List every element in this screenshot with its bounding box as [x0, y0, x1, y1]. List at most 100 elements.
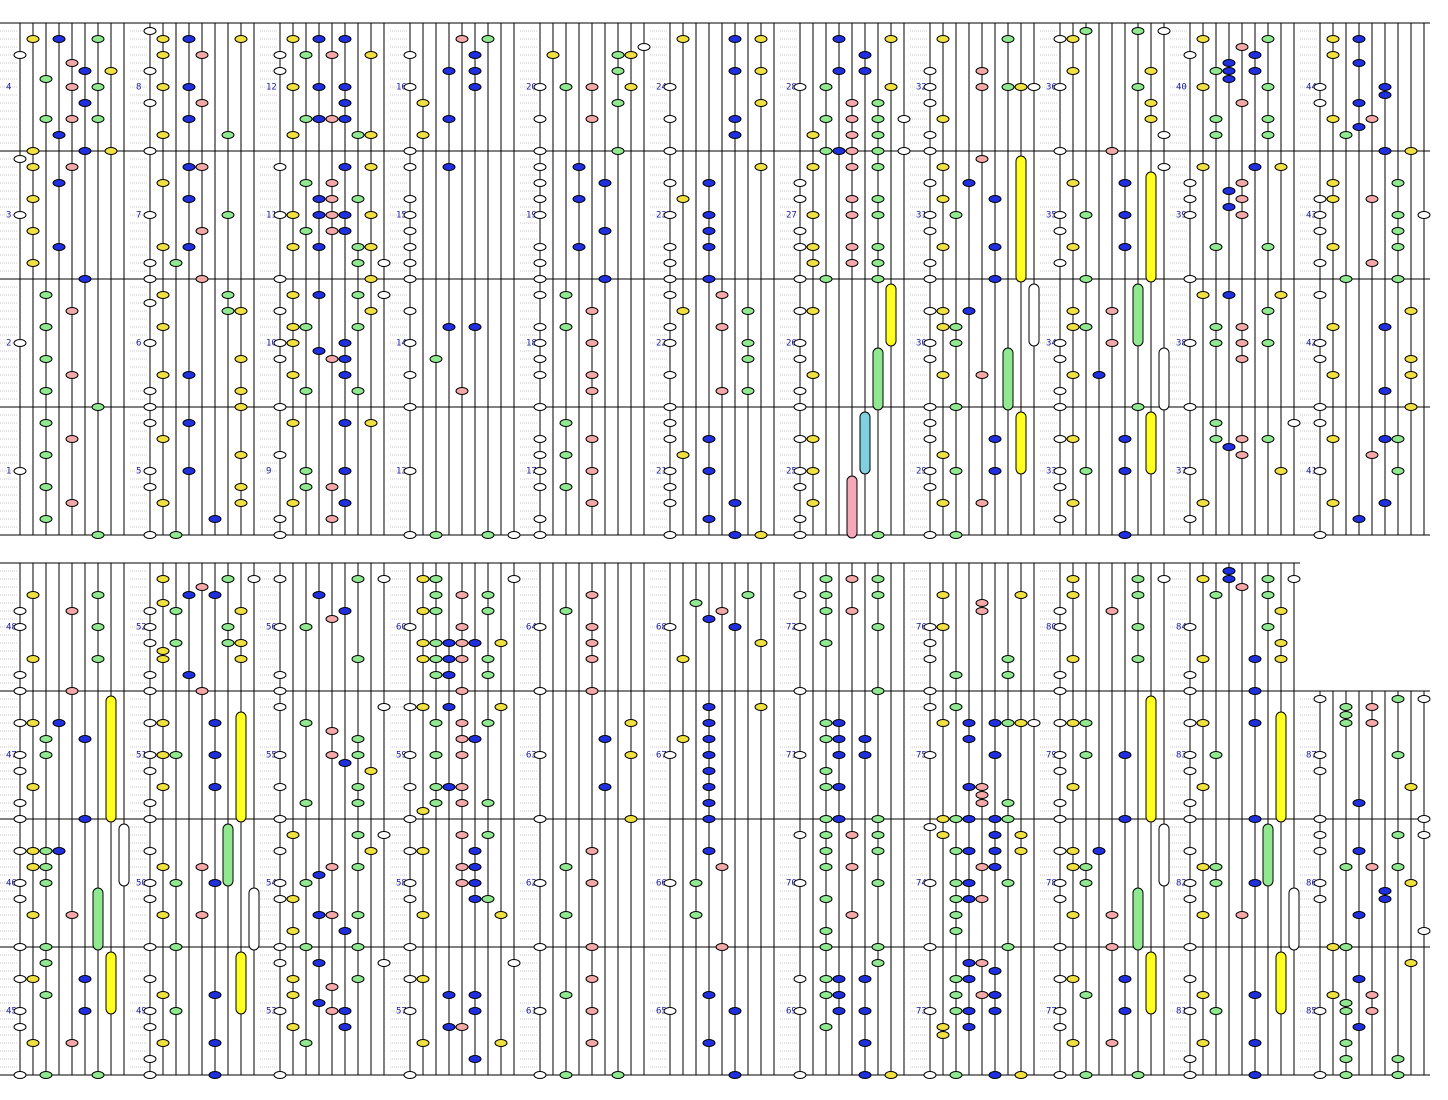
note — [13, 815, 27, 823]
note — [624, 83, 638, 91]
note — [806, 371, 820, 379]
note — [1378, 323, 1392, 331]
note — [312, 871, 326, 879]
note — [1014, 83, 1028, 91]
note — [208, 515, 222, 523]
note — [663, 419, 677, 427]
note — [793, 751, 807, 759]
note — [1391, 243, 1405, 251]
note — [13, 339, 27, 347]
note — [585, 655, 599, 663]
note — [962, 815, 976, 823]
measure-number: 9 — [266, 467, 271, 477]
note — [1092, 371, 1106, 379]
note — [1391, 467, 1405, 475]
note — [676, 35, 690, 43]
measure-number: 56 — [266, 623, 277, 633]
note — [78, 975, 92, 983]
note — [923, 531, 937, 539]
note — [949, 531, 963, 539]
note — [182, 115, 196, 123]
measure-number: 22 — [656, 339, 667, 349]
note — [598, 227, 612, 235]
note — [1313, 847, 1327, 855]
note — [702, 847, 716, 855]
note — [1001, 719, 1015, 727]
note — [91, 623, 105, 631]
note — [1378, 387, 1392, 395]
note — [39, 355, 53, 363]
note — [468, 639, 482, 647]
note — [1365, 451, 1379, 459]
measure-number: 21 — [656, 467, 667, 477]
note — [1118, 467, 1132, 475]
measure-number: 57 — [396, 1007, 407, 1017]
note — [182, 35, 196, 43]
note — [1066, 575, 1080, 583]
note — [819, 115, 833, 123]
note — [1183, 815, 1197, 823]
note — [312, 83, 326, 91]
note — [1196, 499, 1210, 507]
note — [559, 483, 573, 491]
note — [1417, 815, 1431, 823]
note — [1014, 719, 1028, 727]
hold-note — [885, 283, 897, 347]
measure-number: 43 — [1306, 211, 1317, 221]
note — [1404, 307, 1418, 315]
measure-number: 39 — [1176, 211, 1187, 221]
note — [65, 1039, 79, 1047]
note — [871, 959, 885, 967]
note — [1183, 1055, 1197, 1063]
note — [65, 371, 79, 379]
note — [1235, 451, 1249, 459]
note — [715, 607, 729, 615]
note — [949, 895, 963, 903]
note — [1326, 195, 1340, 203]
note — [962, 895, 976, 903]
note — [832, 719, 846, 727]
note — [351, 751, 365, 759]
note — [962, 719, 976, 727]
note — [78, 815, 92, 823]
note — [1235, 323, 1249, 331]
note — [1339, 943, 1353, 951]
note — [923, 467, 937, 475]
note — [845, 911, 859, 919]
note — [403, 339, 417, 347]
measure-number: 61 — [526, 1007, 537, 1017]
measure-number: 25 — [786, 467, 797, 477]
note — [351, 863, 365, 871]
note — [1066, 179, 1080, 187]
note — [338, 115, 352, 123]
note — [611, 51, 625, 59]
note — [533, 115, 547, 123]
note — [533, 1007, 547, 1015]
note — [468, 863, 482, 871]
note — [143, 895, 157, 903]
note — [871, 259, 885, 267]
note — [286, 35, 300, 43]
measure-number: 74 — [916, 879, 927, 889]
measure-number: 24 — [656, 83, 667, 93]
note — [1183, 179, 1197, 187]
note — [806, 307, 820, 315]
note — [65, 115, 79, 123]
hold-note — [1158, 823, 1170, 887]
note — [195, 227, 209, 235]
note — [1352, 59, 1366, 67]
measure-number: 8 — [136, 83, 141, 93]
note — [403, 943, 417, 951]
note — [455, 863, 469, 871]
note — [819, 975, 833, 983]
note — [702, 467, 716, 475]
note — [286, 991, 300, 999]
note — [845, 163, 859, 171]
note — [572, 243, 586, 251]
note — [1365, 703, 1379, 711]
measure-number: 11 — [266, 211, 277, 221]
note — [975, 863, 989, 871]
note — [1209, 751, 1223, 759]
note — [1248, 51, 1262, 59]
note — [156, 83, 170, 91]
